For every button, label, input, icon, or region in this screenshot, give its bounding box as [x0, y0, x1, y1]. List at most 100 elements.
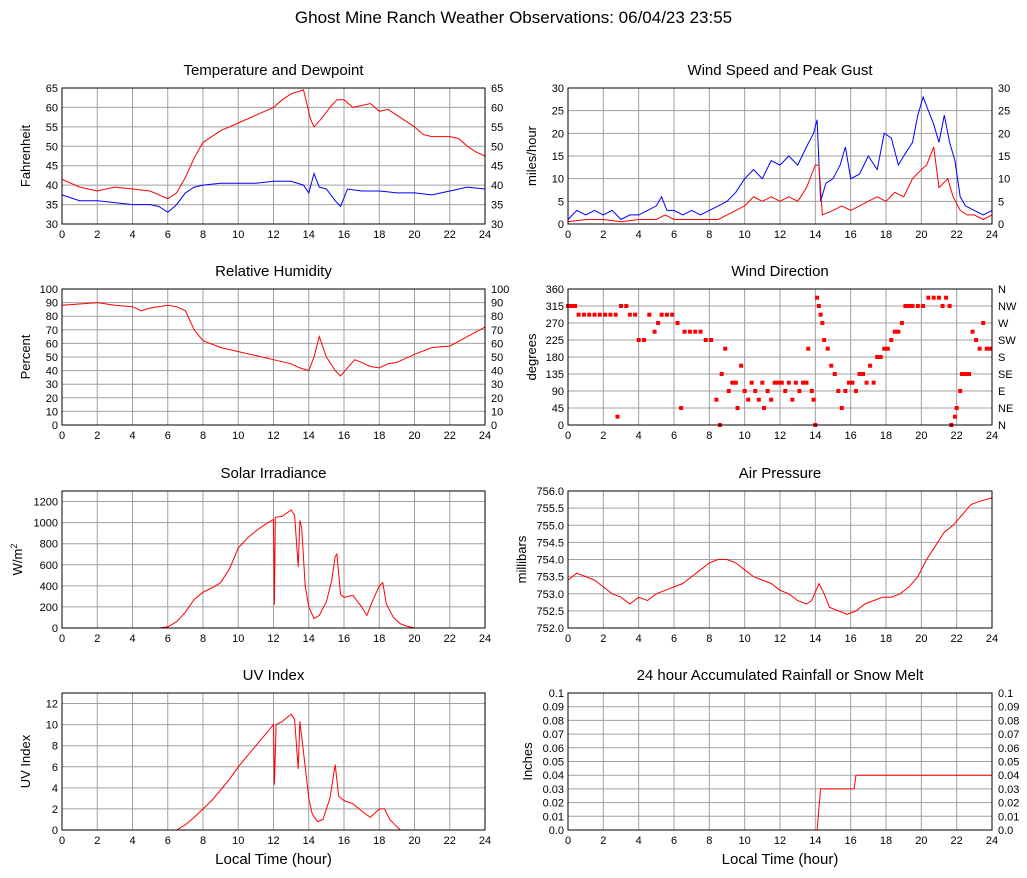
data-point — [592, 312, 597, 317]
y-right-tick-label: 0 — [491, 420, 497, 432]
y-tick-label: 0 — [52, 825, 58, 837]
y-tick-label: 6 — [52, 762, 58, 774]
data-point — [861, 372, 866, 376]
data-point — [786, 380, 791, 385]
y-right-tick-label: 60 — [491, 338, 503, 350]
data-point — [703, 338, 708, 342]
y-tick-label: 30 — [552, 83, 564, 95]
series-line-0 — [567, 95, 993, 221]
data-point — [954, 406, 959, 410]
y-tick-label: 0.06 — [543, 743, 564, 755]
x-tick-label: 16 — [845, 430, 857, 442]
y-tick-label: 200 — [40, 602, 58, 614]
y-axis-label-text: degrees — [524, 333, 539, 380]
data-point — [762, 406, 767, 410]
y-tick-label: 0.07 — [543, 729, 564, 741]
x-tick-label: 8 — [706, 633, 712, 645]
data-point — [659, 312, 664, 317]
y-right-tick-label: E — [998, 386, 1005, 398]
x-tick-label: 10 — [232, 633, 244, 645]
y-right-tick-label: 25 — [998, 106, 1010, 118]
data-point — [615, 414, 620, 419]
data-point — [656, 321, 661, 325]
data-point — [832, 372, 837, 376]
x-tick-label: 16 — [845, 835, 857, 847]
data-point — [988, 346, 993, 351]
y-axis-label-text: Inches — [520, 742, 535, 781]
y-tick-label: 315 — [546, 301, 564, 313]
data-point — [776, 380, 781, 385]
y-right-tick-label: 10 — [998, 174, 1010, 186]
x-tick-label: 14 — [809, 835, 821, 847]
y-tick-label: 80 — [46, 311, 58, 323]
plot-frame — [61, 692, 486, 831]
y-axis-label: Percent — [18, 334, 33, 379]
data-point — [664, 312, 669, 317]
data-point — [977, 346, 982, 351]
y-tick-label: 30 — [46, 379, 58, 391]
y-right-tick-label: 55 — [491, 122, 503, 134]
x-tick-label: 8 — [200, 633, 206, 645]
y-tick-label: 0.03 — [543, 784, 564, 796]
data-point — [652, 329, 657, 334]
x-tick-label: 18 — [373, 835, 385, 847]
x-tick-label: 14 — [809, 229, 821, 241]
chart-title: Wind Direction — [731, 263, 829, 280]
x-tick-label: 16 — [338, 835, 350, 847]
y-axis-label-text: UV Index — [18, 734, 33, 788]
data-point — [952, 414, 957, 419]
data-point — [687, 329, 692, 334]
chart-title: Wind Speed and Peak Gust — [687, 62, 873, 79]
x-tick-label: 24 — [986, 430, 998, 442]
x-tick-label: 10 — [232, 229, 244, 241]
x-tick-label: 22 — [444, 835, 456, 847]
x-tick-label: 18 — [880, 633, 892, 645]
series-line-0 — [62, 509, 485, 629]
y-tick-label: 50 — [46, 141, 58, 153]
y-tick-label: 60 — [46, 338, 58, 350]
data-point — [765, 389, 770, 393]
series-line-0 — [567, 497, 993, 615]
x-tick-label: 6 — [165, 229, 171, 241]
data-point — [709, 338, 714, 342]
data-point — [726, 389, 731, 393]
y-tick-label: 360 — [546, 284, 564, 296]
x-tick-label: 4 — [636, 430, 642, 442]
y-tick-label: 0 — [52, 623, 58, 635]
data-point — [825, 346, 830, 351]
y-tick-label: 2 — [52, 804, 58, 816]
x-tick-label: 18 — [373, 430, 385, 442]
y-right-tick-label: SW — [998, 335, 1016, 347]
data-point — [793, 380, 798, 385]
y-tick-label: 756.0 — [536, 486, 564, 498]
y-tick-label: 1200 — [34, 497, 58, 509]
data-point — [875, 355, 880, 359]
x-tick-label: 10 — [739, 430, 751, 442]
y-right-tick-label: NW — [998, 301, 1017, 313]
y-right-tick-label: S — [998, 352, 1005, 364]
y-tick-label: 0.01 — [543, 811, 564, 823]
x-tick-label: 22 — [951, 430, 963, 442]
x-tick-label: 22 — [444, 430, 456, 442]
y-tick-label: 0 — [558, 420, 564, 432]
x-tick-label: 18 — [880, 430, 892, 442]
x-tick-label: 0 — [565, 835, 571, 847]
y-right-tick-label: 0.03 — [998, 784, 1019, 796]
y-tick-label: 0 — [52, 420, 58, 432]
chart-rain: 24 hour Accumulated Rainfall or Snow Mel… — [520, 667, 1019, 868]
chart-title: UV Index — [243, 667, 305, 684]
x-tick-label: 4 — [129, 229, 135, 241]
x-tick-label: 8 — [200, 430, 206, 442]
x-tick-label: 2 — [600, 430, 606, 442]
y-right-tick-label: W — [998, 318, 1009, 330]
x-tick-label: 20 — [408, 430, 420, 442]
y-tick-label: 1000 — [34, 518, 58, 530]
data-point — [756, 397, 761, 402]
y-right-tick-label: 100 — [491, 284, 509, 296]
data-point — [963, 372, 968, 376]
data-point — [947, 304, 952, 308]
x-tick-label: 18 — [373, 229, 385, 241]
data-point — [843, 389, 848, 393]
